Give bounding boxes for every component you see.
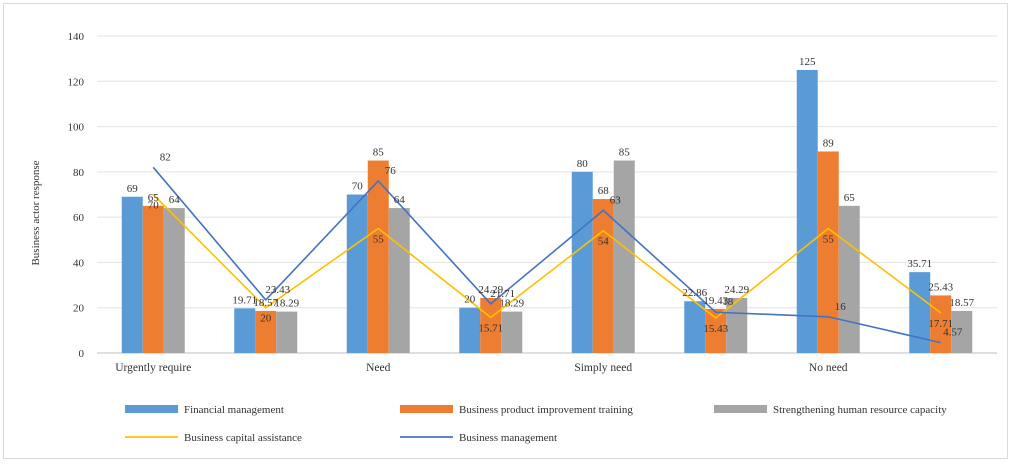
bar-business-product-improvement-training — [705, 309, 727, 353]
bar-business-product-improvement-training — [480, 298, 502, 353]
bar-business-product-improvement-training — [367, 160, 389, 353]
data-label: 55 — [373, 233, 385, 245]
bar-strengthening-human-resource-capacity — [613, 160, 635, 353]
bar-financial-management — [459, 307, 481, 353]
data-label: 15.71 — [478, 322, 503, 334]
legend: Financial management Business product imp… — [125, 404, 947, 444]
bar-financial-management — [909, 272, 931, 353]
data-label: 63 — [610, 194, 622, 206]
bar-strengthening-human-resource-capacity — [838, 205, 860, 353]
data-label: 76 — [385, 165, 397, 177]
data-label: 125 — [799, 56, 816, 68]
data-label: 85 — [619, 147, 631, 159]
data-label: 54 — [598, 236, 610, 248]
y-tick-label: 60 — [73, 212, 85, 224]
data-label: 23.43 — [265, 284, 290, 296]
data-label: 17.71 — [928, 318, 953, 330]
data-label: 80 — [577, 158, 589, 170]
bar-strengthening-human-resource-capacity — [388, 208, 410, 353]
x-tick-label: No need — [809, 362, 848, 374]
bar-strengthening-human-resource-capacity — [951, 310, 973, 353]
data-label: 22.86 — [682, 287, 707, 299]
y-tick-label: 20 — [73, 303, 85, 315]
y-tick-label: 140 — [68, 31, 85, 43]
x-tick-labels: Urgently require Need Simply need No need — [115, 362, 848, 374]
data-label: 19.43 — [703, 295, 728, 307]
data-label: 89 — [823, 137, 835, 149]
bar-financial-management — [234, 308, 256, 353]
data-label: 19.71 — [232, 294, 257, 306]
line-business-capital-assistance — [152, 193, 942, 320]
bar-strengthening-human-resource-capacity — [276, 311, 298, 353]
data-label: 70 — [148, 200, 160, 212]
bar-strengthening-human-resource-capacity — [501, 311, 523, 353]
data-label: 18.29 — [274, 298, 299, 310]
bar-financial-management — [571, 171, 593, 353]
bar-business-product-improvement-training — [592, 199, 614, 353]
legend-label: Business product improvement training — [459, 404, 633, 416]
x-tick-label: Simply need — [574, 362, 632, 374]
data-label: 20 — [260, 313, 272, 325]
data-label: 55 — [823, 233, 835, 245]
data-label: 16 — [835, 301, 847, 313]
data-label: 18 — [722, 296, 734, 308]
bar-business-product-improvement-training — [255, 310, 277, 353]
data-label: 18.57 — [253, 297, 278, 309]
bar-business-product-improvement-training — [142, 205, 164, 353]
data-label: 35.71 — [907, 258, 932, 270]
data-label: 65 — [148, 192, 160, 204]
data-label: 20 — [464, 294, 476, 306]
data-label: 24.29 — [724, 284, 749, 296]
data-label: 65 — [844, 192, 856, 204]
x-tick-label: Urgently require — [115, 362, 191, 374]
data-label: 4.57 — [943, 327, 963, 339]
bar-financial-management — [796, 69, 818, 353]
bar-financial-management — [346, 194, 368, 353]
legend-swatch-financial-management — [125, 405, 178, 413]
y-tick-label: 120 — [68, 76, 85, 88]
bar-strengthening-human-resource-capacity — [726, 298, 748, 353]
data-label: 85 — [373, 147, 385, 159]
data-label: 18.29 — [499, 298, 524, 310]
y-axis-label: Business actor response — [30, 160, 42, 265]
bar-financial-management — [121, 196, 143, 353]
y-tick-label: 100 — [68, 122, 85, 134]
legend-label: Business capital assistance — [184, 432, 302, 444]
lines — [152, 166, 942, 344]
y-tick-label: 0 — [79, 348, 85, 360]
legend-swatch-business-product-improvement-training — [400, 405, 453, 413]
x-tick-label: Need — [366, 362, 391, 374]
y-tick-label: 40 — [73, 257, 85, 269]
line-business-management — [152, 166, 941, 344]
data-label: 70 — [352, 181, 364, 193]
y-tick-label: 80 — [73, 167, 85, 179]
bar-business-product-improvement-training — [817, 151, 839, 353]
data-label: 82 — [160, 151, 171, 163]
y-tick-labels: 0 20 40 60 80 100 120 140 — [68, 31, 85, 360]
data-labels: 69 19.71 70 20 80 22.86 125 35.71 65 18.57 85 24.29… — [127, 56, 975, 339]
bar-strengthening-human-resource-capacity — [163, 208, 185, 353]
legend-label: Strengthening human resource capacity — [773, 404, 947, 416]
data-label: 69 — [127, 183, 139, 195]
data-label: 21.71 — [490, 288, 515, 300]
data-label: 18.57 — [949, 297, 974, 309]
data-label: 24.29 — [478, 284, 503, 296]
legend-swatch-strengthening-human-resource-capacity — [714, 405, 767, 413]
legend-label: Business management — [459, 432, 557, 444]
data-label: 68 — [598, 185, 610, 197]
data-label: 64 — [169, 194, 181, 206]
bar-financial-management — [684, 301, 706, 353]
data-label: 25.43 — [928, 281, 953, 293]
data-label: 15.43 — [703, 323, 728, 335]
legend-label: Financial management — [184, 404, 284, 416]
data-label: 64 — [394, 194, 406, 206]
